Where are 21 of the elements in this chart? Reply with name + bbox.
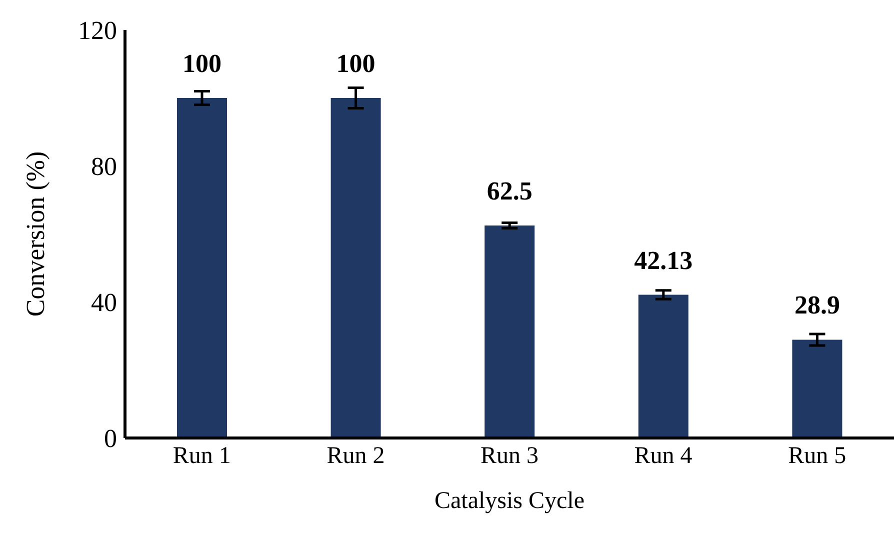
data-label: 28.9: [794, 290, 840, 320]
data-label: 42.13: [634, 246, 693, 275]
bar: [484, 226, 535, 438]
data-label: 62.5: [486, 176, 532, 206]
bar: [638, 294, 688, 438]
y-tick-label: 40: [91, 288, 117, 318]
x-tick-label: Run 4: [634, 443, 692, 470]
bar: [792, 340, 842, 438]
data-label: 100: [182, 49, 222, 78]
y-tick-label: 0: [104, 424, 117, 454]
y-tick-label: 120: [78, 16, 117, 46]
y-tick-label: 80: [91, 152, 117, 182]
x-tick-label: Run 2: [326, 443, 385, 470]
x-tick-label: Run 3: [480, 443, 539, 470]
data-label: 100: [336, 49, 376, 78]
y-axis-title: Conversion (%): [21, 151, 50, 317]
x-tick-label: Run 5: [788, 443, 846, 470]
x-tick-label: Run 1: [172, 443, 231, 470]
bar: [177, 98, 227, 438]
x-axis-title: Catalysis Cycle: [434, 488, 584, 514]
bar: [330, 98, 381, 438]
